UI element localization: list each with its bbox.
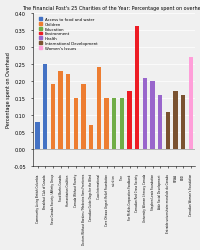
Bar [66, 75, 70, 150]
Bar [81, 85, 85, 150]
Bar [134, 27, 139, 150]
Bar [96, 68, 101, 150]
Y-axis label: Percentage spent on Overhead: Percentage spent on Overhead [6, 52, 11, 128]
Bar [73, 98, 78, 150]
Bar [119, 98, 124, 150]
Bar [149, 82, 154, 150]
Bar [35, 122, 40, 150]
Bar [88, 126, 93, 150]
Bar [180, 95, 185, 150]
Bar [50, 85, 55, 150]
Title: The Financial Post's 25 Charities of the Year: Percentage spent on overhead: The Financial Post's 25 Charities of the… [22, 6, 200, 10]
Bar [43, 65, 47, 150]
Bar [188, 58, 192, 150]
Bar [104, 98, 108, 150]
Bar [127, 92, 131, 150]
Bar [165, 112, 169, 150]
Bar [58, 72, 62, 150]
Bar [157, 95, 162, 150]
Bar [172, 92, 177, 150]
Bar [142, 78, 146, 150]
Bar [111, 98, 116, 150]
Legend: Access to food and water, Children, Education, Environment, Health, Internationa: Access to food and water, Children, Educ… [38, 17, 98, 51]
